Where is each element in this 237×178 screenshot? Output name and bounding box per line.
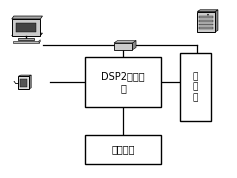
Bar <box>85 135 161 164</box>
Text: 故障监控: 故障监控 <box>111 145 135 155</box>
Bar <box>18 38 34 40</box>
Bar <box>200 16 213 18</box>
Polygon shape <box>29 75 31 89</box>
Polygon shape <box>39 40 40 43</box>
Bar <box>200 20 213 22</box>
Bar <box>180 53 211 121</box>
Polygon shape <box>18 75 31 76</box>
Polygon shape <box>114 41 136 43</box>
Bar <box>85 57 161 107</box>
Polygon shape <box>12 33 42 36</box>
Text: DSP2控制系
统: DSP2控制系 统 <box>101 71 145 93</box>
Polygon shape <box>12 16 42 19</box>
Polygon shape <box>132 41 136 50</box>
Bar <box>13 41 39 43</box>
Text: 调
模
块: 调 模 块 <box>193 72 198 102</box>
Polygon shape <box>215 10 218 32</box>
Bar <box>16 23 36 32</box>
Bar <box>20 79 27 87</box>
Circle shape <box>207 14 209 15</box>
Bar <box>200 27 213 29</box>
Bar <box>114 43 132 50</box>
Polygon shape <box>197 10 218 12</box>
Bar <box>200 24 213 25</box>
Bar <box>18 76 29 89</box>
Bar <box>197 12 215 32</box>
Bar <box>12 19 41 36</box>
